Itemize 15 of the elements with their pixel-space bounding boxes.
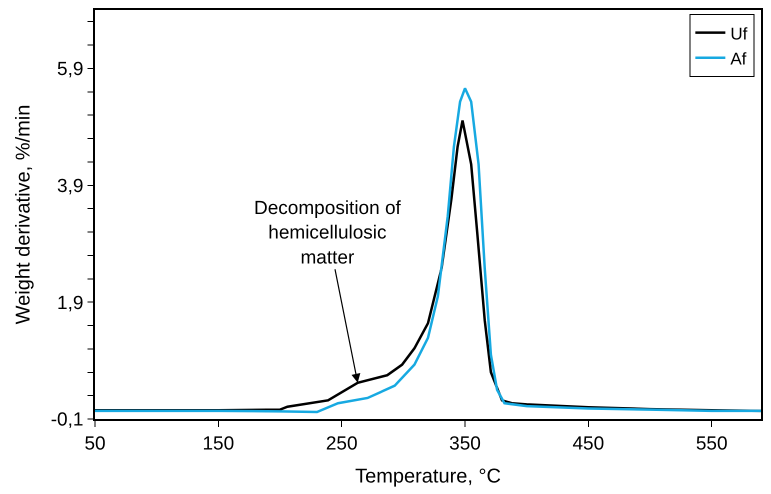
y-tick-label: 1,9 — [57, 292, 84, 314]
y-tick-label: 5,9 — [57, 59, 84, 80]
legend-label: Af — [730, 49, 747, 68]
x-tick-label: 350 — [449, 434, 481, 455]
legend-label: Uf — [730, 24, 748, 44]
x-axis-title: Temperature, °C — [355, 466, 501, 488]
x-tick-label: 150 — [202, 434, 234, 455]
y-tick-label: -0,1 — [50, 410, 84, 431]
x-tick-label: 450 — [572, 434, 604, 455]
x-tick-label: 250 — [326, 434, 358, 455]
y-tick-label: 3,9 — [57, 176, 84, 197]
x-tick-label: 550 — [696, 434, 728, 455]
x-tick-label: 50 — [84, 434, 106, 455]
annotation: Decomposition of hemicellulosic matter — [254, 198, 402, 268]
y-axis-title: Weight derivative, %/min — [12, 104, 35, 324]
